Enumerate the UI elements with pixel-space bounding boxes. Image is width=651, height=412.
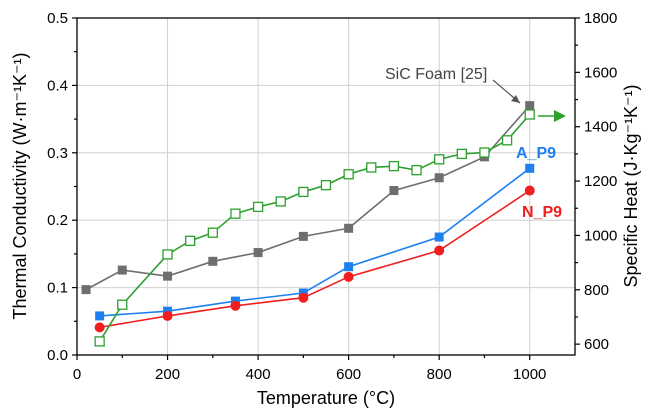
data-point bbox=[343, 169, 354, 180]
data-point bbox=[81, 285, 91, 295]
data-point bbox=[479, 147, 490, 158]
data-point bbox=[208, 256, 218, 266]
data-point bbox=[525, 101, 535, 111]
series-a-p9 bbox=[95, 163, 535, 321]
data-point bbox=[253, 248, 263, 258]
data-point bbox=[456, 148, 467, 160]
data-point bbox=[94, 322, 105, 333]
y-right-tick-label: 1600 bbox=[584, 64, 617, 81]
data-point bbox=[162, 249, 173, 260]
data-point bbox=[230, 208, 241, 219]
series-line bbox=[99, 167, 531, 317]
annotation-a-p9: A_P9 bbox=[516, 145, 556, 162]
data-point bbox=[117, 265, 127, 275]
y-left-tick-label: 0.0 bbox=[47, 347, 68, 364]
y-left-tick-label: 0.5 bbox=[47, 10, 68, 27]
series-line bbox=[85, 105, 531, 291]
data-point bbox=[524, 185, 535, 196]
y-left-tick-label: 0.2 bbox=[47, 212, 68, 229]
x-tick-label: 200 bbox=[155, 366, 180, 383]
data-point bbox=[366, 162, 377, 173]
data-point bbox=[207, 227, 218, 238]
data-point bbox=[434, 245, 445, 256]
data-point bbox=[95, 311, 105, 321]
data-point bbox=[389, 186, 399, 196]
y-right-tick-label: 600 bbox=[584, 336, 609, 353]
x-axis-title: Temperature (°C) bbox=[257, 388, 395, 408]
data-point bbox=[434, 154, 445, 165]
y-left-tick-label: 0.4 bbox=[47, 77, 68, 94]
data-point bbox=[343, 271, 354, 282]
series-specific-heat bbox=[94, 109, 535, 347]
y-right-tick-label: 800 bbox=[584, 282, 609, 299]
data-point bbox=[94, 336, 105, 347]
annotation-sic-foam-arrowhead bbox=[511, 95, 520, 103]
data-point bbox=[411, 165, 422, 176]
annotation-sic-foam: SiC Foam [25] bbox=[385, 66, 487, 83]
x-tick-label: 1000 bbox=[513, 366, 546, 383]
x-tick-label: 800 bbox=[427, 366, 452, 383]
y-right-axis-title: Specific Heat (J·Kg⁻¹K⁻¹) bbox=[621, 84, 641, 287]
annotation-n-p9: N_P9 bbox=[522, 204, 562, 221]
x-tick-label: 400 bbox=[246, 366, 271, 383]
data-point bbox=[344, 223, 354, 233]
data-point bbox=[298, 231, 308, 241]
y-right-tick-label: 1000 bbox=[584, 227, 617, 244]
y-left-tick-label: 0.3 bbox=[47, 145, 68, 162]
series-sic-foam-25 bbox=[81, 101, 535, 295]
y-left-tick-label: 0.1 bbox=[47, 280, 68, 297]
data-point bbox=[320, 179, 332, 191]
data-point bbox=[162, 310, 173, 321]
data-point bbox=[117, 299, 128, 310]
data-point bbox=[501, 135, 513, 146]
data-point bbox=[524, 109, 535, 120]
ticks: 0 200 400 600 800 1000 0.0 0.1 0.2 0.3 0.4 0.5 600 80… bbox=[47, 10, 617, 383]
data-point bbox=[163, 271, 173, 281]
x-tick-label: 600 bbox=[336, 366, 361, 383]
specific-heat-axis-arrowhead bbox=[554, 110, 566, 122]
data-point bbox=[298, 292, 309, 303]
data-point bbox=[275, 196, 286, 207]
data-point bbox=[185, 235, 196, 247]
data-point bbox=[434, 232, 444, 242]
x-tick-label: 0 bbox=[73, 366, 81, 383]
data-point bbox=[252, 201, 264, 213]
y-right-tick-label: 1800 bbox=[584, 10, 617, 27]
series-layer bbox=[81, 101, 535, 347]
y-left-axis-title: Thermal Conductivity (W·m⁻¹K⁻¹) bbox=[10, 52, 30, 319]
data-point bbox=[344, 262, 354, 272]
data-point bbox=[525, 163, 535, 173]
data-point bbox=[230, 300, 241, 311]
data-point bbox=[298, 186, 309, 198]
data-point bbox=[388, 160, 400, 172]
series-n-p9 bbox=[94, 185, 535, 333]
y-right-tick-label: 1200 bbox=[584, 173, 617, 190]
data-point bbox=[434, 173, 444, 183]
y-right-tick-label: 1400 bbox=[584, 119, 617, 136]
